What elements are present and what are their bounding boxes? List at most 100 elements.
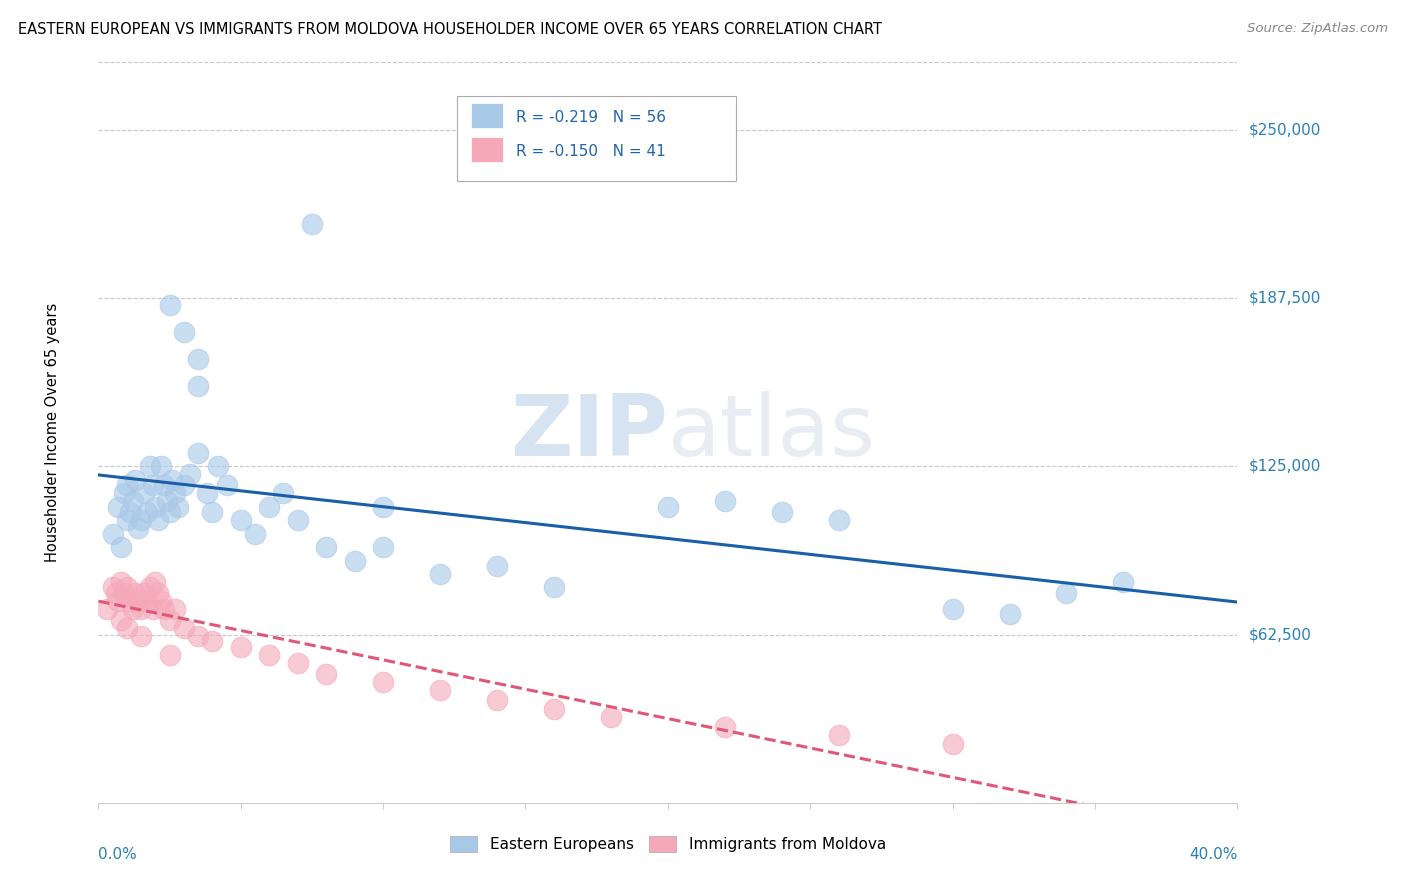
Bar: [471, 103, 503, 128]
Point: [486, 693, 509, 707]
Point: [110, 575, 132, 590]
Point: [118, 505, 141, 519]
Point: [187, 446, 209, 460]
Point: [101, 526, 124, 541]
Text: $187,500: $187,500: [1249, 291, 1320, 305]
Point: [287, 513, 309, 527]
Text: 0.0%: 0.0%: [98, 847, 138, 863]
Point: [121, 494, 143, 508]
Point: [141, 478, 163, 492]
Point: [129, 513, 152, 527]
Point: [315, 540, 337, 554]
Point: [187, 351, 209, 366]
Point: [135, 594, 157, 608]
Point: [148, 513, 170, 527]
Point: [132, 586, 155, 600]
Point: [1056, 586, 1078, 600]
Point: [301, 217, 323, 231]
Point: [543, 581, 565, 595]
Point: [132, 486, 155, 500]
Point: [115, 581, 138, 595]
Point: [124, 473, 146, 487]
Bar: [471, 136, 503, 161]
Point: [153, 602, 176, 616]
Point: [101, 581, 124, 595]
Point: [173, 325, 195, 339]
Point: [187, 629, 209, 643]
Point: [207, 459, 229, 474]
Text: ZIP: ZIP: [510, 391, 668, 475]
Point: [124, 586, 146, 600]
Text: Source: ZipAtlas.com: Source: ZipAtlas.com: [1247, 22, 1388, 36]
Point: [828, 729, 851, 743]
Point: [121, 602, 143, 616]
Point: [243, 526, 266, 541]
Point: [1112, 575, 1135, 590]
Point: [162, 473, 184, 487]
Point: [135, 505, 157, 519]
Point: [150, 459, 173, 474]
Point: [287, 656, 309, 670]
Point: [115, 513, 138, 527]
Point: [112, 586, 135, 600]
Text: atlas: atlas: [668, 391, 876, 475]
Point: [259, 500, 281, 514]
Point: [201, 634, 224, 648]
Point: [429, 566, 451, 581]
Point: [273, 486, 295, 500]
Point: [714, 720, 737, 734]
Text: EASTERN EUROPEAN VS IMMIGRANTS FROM MOLDOVA HOUSEHOLDER INCOME OVER 65 YEARS COR: EASTERN EUROPEAN VS IMMIGRANTS FROM MOLD…: [18, 22, 883, 37]
Point: [165, 602, 187, 616]
Text: R = -0.219   N = 56: R = -0.219 N = 56: [516, 111, 666, 126]
Point: [159, 613, 181, 627]
Point: [148, 586, 170, 600]
Point: [150, 594, 173, 608]
Point: [173, 478, 195, 492]
Point: [141, 602, 163, 616]
Point: [998, 607, 1021, 622]
Point: [138, 459, 160, 474]
Point: [118, 594, 141, 608]
Text: $250,000: $250,000: [1249, 122, 1320, 137]
Text: 40.0%: 40.0%: [1189, 847, 1237, 863]
Point: [127, 594, 149, 608]
Point: [942, 737, 965, 751]
Point: [195, 486, 218, 500]
Point: [156, 494, 179, 508]
Text: $62,500: $62,500: [1249, 627, 1312, 642]
Point: [96, 602, 118, 616]
Point: [173, 621, 195, 635]
Point: [373, 500, 395, 514]
Point: [657, 500, 679, 514]
Point: [107, 500, 129, 514]
Point: [153, 478, 176, 492]
Point: [129, 602, 152, 616]
Point: [110, 613, 132, 627]
Point: [229, 513, 252, 527]
Point: [115, 478, 138, 492]
Point: [429, 682, 451, 697]
Point: [201, 505, 224, 519]
Text: $125,000: $125,000: [1249, 458, 1320, 474]
Point: [543, 701, 565, 715]
Point: [373, 540, 395, 554]
Point: [127, 521, 149, 535]
Text: Householder Income Over 65 years: Householder Income Over 65 years: [45, 303, 60, 562]
Point: [714, 494, 737, 508]
Point: [104, 586, 127, 600]
Point: [129, 629, 152, 643]
Point: [828, 513, 851, 527]
Point: [138, 581, 160, 595]
Point: [145, 500, 167, 514]
Point: [107, 594, 129, 608]
Point: [159, 505, 181, 519]
Point: [486, 558, 509, 573]
Point: [159, 298, 181, 312]
Point: [179, 467, 201, 482]
Text: R = -0.150   N = 41: R = -0.150 N = 41: [516, 144, 666, 159]
Point: [110, 540, 132, 554]
Point: [215, 478, 238, 492]
Point: [187, 378, 209, 392]
Point: [229, 640, 252, 654]
Legend: Eastern Europeans, Immigrants from Moldova: Eastern Europeans, Immigrants from Moldo…: [444, 830, 891, 858]
